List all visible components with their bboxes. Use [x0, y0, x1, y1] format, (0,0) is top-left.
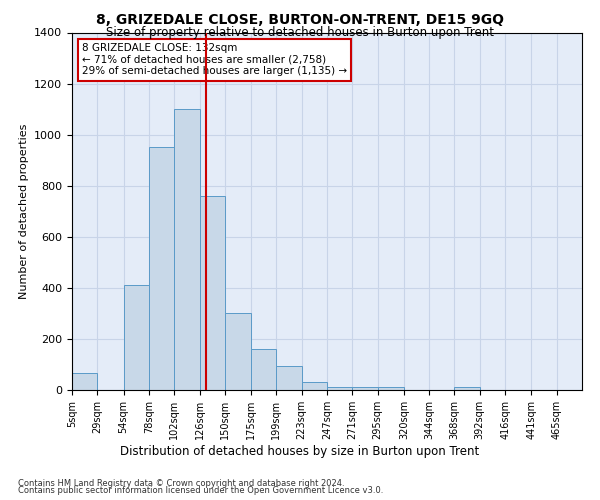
Bar: [327, 387, 352, 390]
Text: Contains HM Land Registry data © Crown copyright and database right 2024.: Contains HM Land Registry data © Crown c…: [18, 478, 344, 488]
Text: Distribution of detached houses by size in Burton upon Trent: Distribution of detached houses by size …: [121, 444, 479, 458]
Bar: [124, 286, 149, 390]
Text: 8, GRIZEDALE CLOSE, BURTON-ON-TRENT, DE15 9GQ: 8, GRIZEDALE CLOSE, BURTON-ON-TRENT, DE1…: [96, 12, 504, 26]
Bar: [455, 388, 480, 390]
Text: 8 GRIZEDALE CLOSE: 132sqm
← 71% of detached houses are smaller (2,758)
29% of se: 8 GRIZEDALE CLOSE: 132sqm ← 71% of detac…: [82, 43, 347, 76]
Bar: [352, 387, 377, 390]
Bar: [277, 366, 302, 390]
Bar: [199, 196, 225, 390]
Text: Size of property relative to detached houses in Burton upon Trent: Size of property relative to detached ho…: [106, 26, 494, 39]
Bar: [377, 388, 404, 390]
Bar: [149, 148, 174, 390]
Bar: [174, 109, 199, 390]
Y-axis label: Number of detached properties: Number of detached properties: [19, 124, 29, 299]
Bar: [251, 349, 277, 390]
Bar: [225, 314, 251, 390]
Text: Contains public sector information licensed under the Open Government Licence v3: Contains public sector information licen…: [18, 486, 383, 495]
Bar: [302, 382, 327, 390]
Bar: [72, 374, 97, 390]
